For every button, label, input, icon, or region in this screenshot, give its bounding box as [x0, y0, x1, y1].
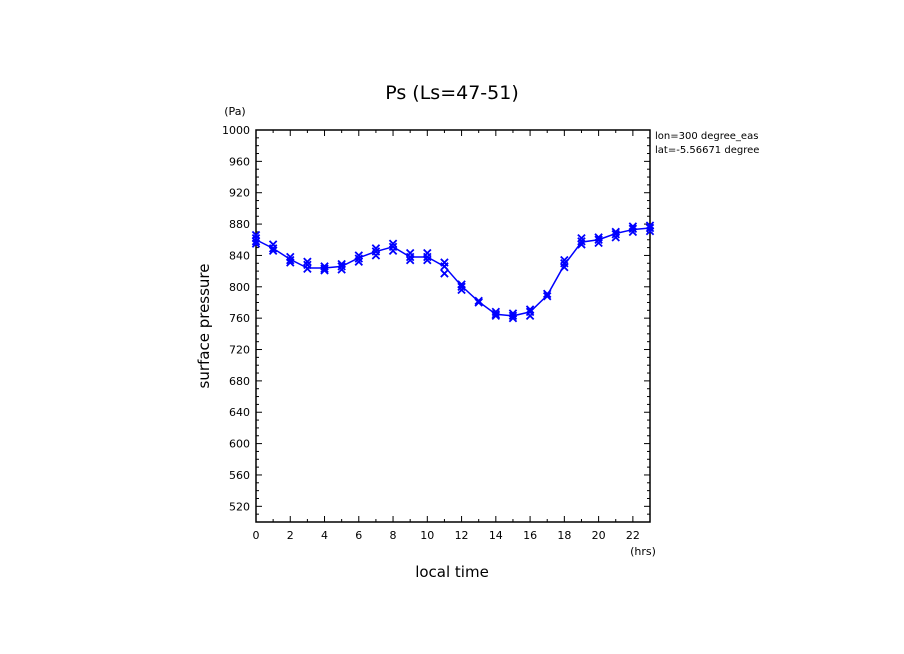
- x-tick-label: 16: [523, 529, 537, 542]
- data-point-marker: [457, 282, 466, 292]
- axis-ticks: 0 2 4 6 8 10 12 14 16 18 20 22 520 560 600 640 680 720 760…: [222, 124, 651, 542]
- data-point-marker: [491, 310, 501, 319]
- x-unit-label: (hrs): [630, 545, 656, 558]
- data-point-marker: [611, 230, 620, 239]
- data-point-marker: [303, 264, 312, 274]
- y-tick-label: 560: [229, 469, 250, 482]
- x-tick-label: 18: [557, 529, 571, 542]
- data-point-marker: [405, 255, 415, 265]
- data-point-marker: [354, 257, 364, 266]
- data-point-marker: [594, 238, 603, 248]
- y-tick-label: 960: [229, 155, 250, 168]
- x-tick-label: 22: [626, 529, 640, 542]
- data-point-marker: [611, 233, 620, 242]
- data-point-marker: [474, 296, 483, 306]
- data-point-marker: [388, 239, 398, 248]
- data-point-marker: [371, 251, 381, 260]
- annotation-lon: lon=300 degree_eas: [655, 131, 758, 142]
- data-point-marker: [577, 233, 586, 243]
- data-point-marker: [303, 257, 312, 266]
- data-point-marker: [423, 255, 432, 265]
- y-tick-label: 760: [229, 312, 250, 325]
- data-point-marker: [577, 240, 586, 249]
- data-point-marker: [508, 311, 518, 321]
- data-point-marker: [320, 266, 329, 275]
- data-point-marker: [560, 255, 569, 265]
- data-point-marker: [560, 262, 569, 272]
- annotation-lat: lat=-5.56671 degree: [655, 145, 759, 156]
- x-tick-label: 2: [287, 529, 294, 542]
- data-point-marker: [337, 262, 346, 271]
- data-point-marker: [286, 255, 295, 265]
- x-tick-label: 10: [420, 529, 434, 542]
- data-point-marker: [337, 265, 346, 274]
- data-point-marker: [491, 311, 501, 321]
- data-point-marker: [457, 285, 466, 295]
- y-tick-label: 1000: [222, 124, 250, 137]
- data-point-marker: [577, 237, 586, 246]
- x-tick-label: 4: [321, 529, 328, 542]
- data-point-marker: [594, 235, 603, 244]
- y-unit-label: (Pa): [224, 105, 245, 118]
- series-line: [255, 227, 651, 317]
- data-point-marker: [440, 262, 449, 271]
- y-tick-label: 800: [229, 281, 250, 294]
- data-point-marker: [268, 244, 278, 253]
- data-point-marker: [628, 227, 638, 237]
- data-point-marker: [440, 269, 449, 278]
- data-point-marker: [405, 252, 415, 262]
- y-tick-label: 920: [229, 187, 250, 200]
- data-point-marker: [371, 244, 381, 253]
- data-point-marker: [423, 252, 432, 262]
- data-point-marker: [542, 289, 552, 299]
- y-tick-label: 600: [229, 438, 250, 451]
- data-point-marker: [645, 226, 655, 236]
- y-tick-label: 680: [229, 375, 250, 388]
- y-tick-label: 880: [229, 218, 250, 231]
- x-tick-label: 20: [592, 529, 606, 542]
- plot-frame: [255, 129, 651, 523]
- data-point-marker: [286, 258, 295, 267]
- chart-title: Ps (Ls=47-51): [385, 82, 519, 104]
- x-tick-label: 14: [489, 529, 503, 542]
- x-axis-label: local time: [415, 563, 489, 581]
- series-group: [251, 221, 655, 323]
- data-point-marker: [542, 291, 552, 301]
- data-point-marker: [251, 230, 261, 240]
- data-point-marker: [354, 254, 364, 263]
- y-axis-label: surface pressure: [195, 264, 213, 389]
- x-tick-label: 12: [455, 529, 469, 542]
- data-point-marker: [251, 239, 261, 248]
- y-tick-label: 840: [229, 249, 250, 262]
- y-tick-label: 640: [229, 406, 250, 419]
- x-tick-label: 6: [355, 529, 362, 542]
- data-point-marker: [645, 223, 655, 233]
- data-point-marker: [268, 246, 278, 255]
- data-point-marker: [474, 298, 483, 307]
- data-point-marker: [320, 264, 329, 274]
- data-point-marker: [251, 237, 261, 246]
- data-point-marker: [354, 251, 364, 260]
- y-tick-label: 520: [229, 500, 250, 513]
- data-point-marker: [525, 311, 535, 321]
- data-point-marker: [508, 313, 518, 323]
- x-tick-label: 0: [253, 529, 260, 542]
- data-point-marker: [628, 224, 638, 234]
- data-point-marker: [388, 246, 398, 255]
- data-point-marker: [525, 305, 535, 314]
- y-tick-label: 720: [229, 344, 250, 357]
- x-tick-label: 8: [390, 529, 397, 542]
